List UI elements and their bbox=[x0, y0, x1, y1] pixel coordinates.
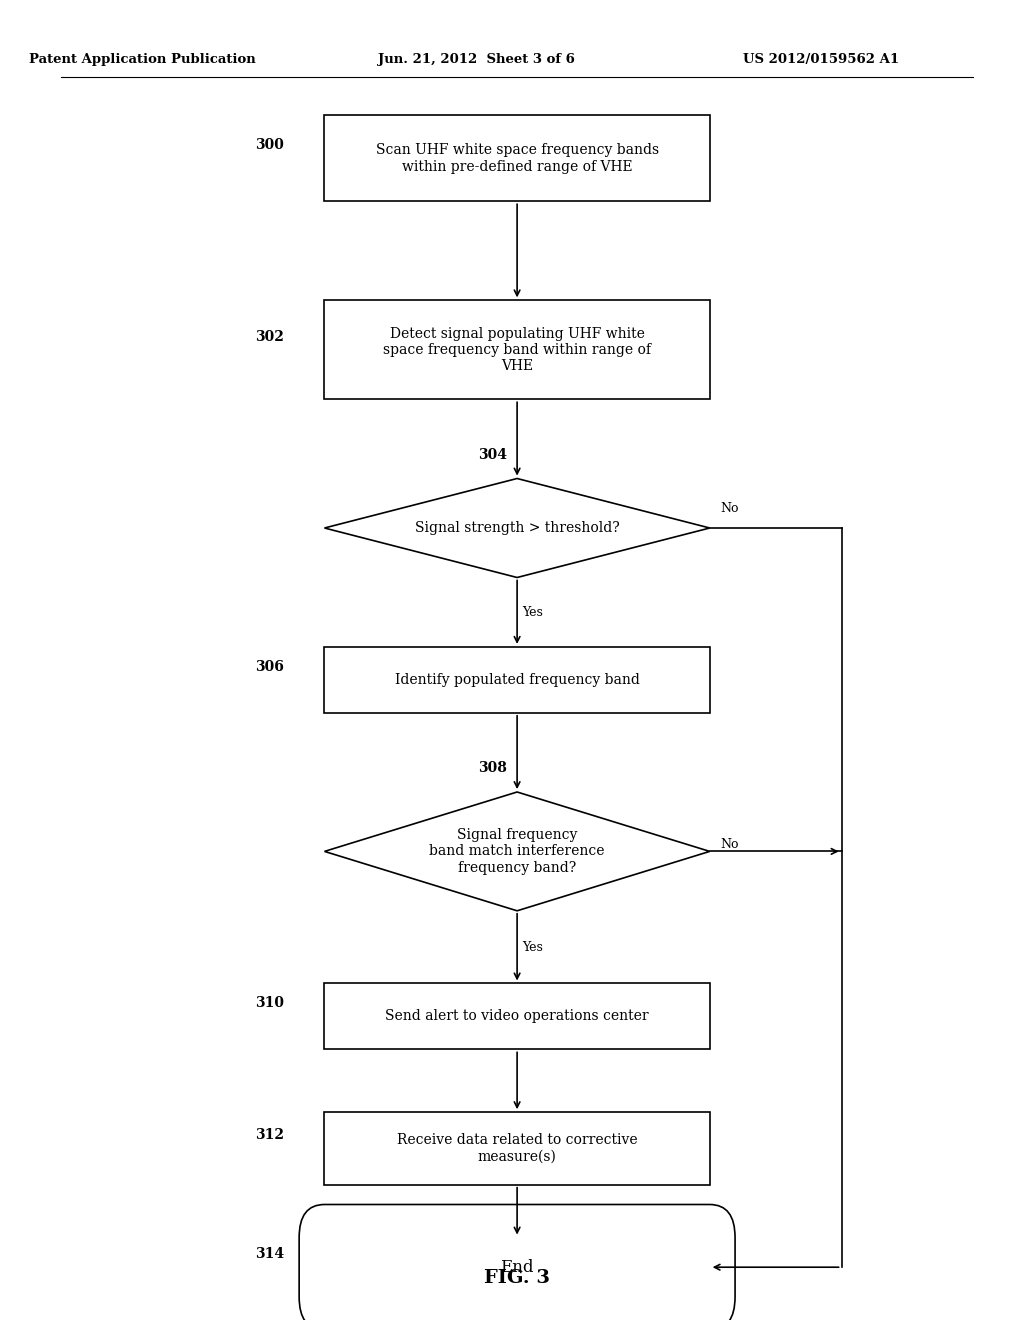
Polygon shape bbox=[325, 479, 710, 578]
Text: Identify populated frequency band: Identify populated frequency band bbox=[394, 673, 640, 686]
FancyBboxPatch shape bbox=[325, 983, 710, 1049]
Text: 308: 308 bbox=[478, 762, 507, 775]
Text: End: End bbox=[501, 1259, 534, 1275]
Text: FIG. 3: FIG. 3 bbox=[484, 1269, 550, 1287]
FancyBboxPatch shape bbox=[325, 301, 710, 399]
Text: Signal frequency
band match interference
frequency band?: Signal frequency band match interference… bbox=[429, 828, 605, 875]
Text: Yes: Yes bbox=[522, 606, 543, 619]
Text: Patent Application Publication: Patent Application Publication bbox=[29, 53, 255, 66]
Text: Signal strength > threshold?: Signal strength > threshold? bbox=[415, 521, 620, 535]
Text: No: No bbox=[720, 838, 738, 851]
FancyBboxPatch shape bbox=[299, 1204, 735, 1320]
Text: 314: 314 bbox=[255, 1247, 284, 1261]
Text: 312: 312 bbox=[255, 1129, 284, 1142]
Text: Detect signal populating UHF white
space frequency band within range of
VHE: Detect signal populating UHF white space… bbox=[383, 326, 651, 374]
Text: 300: 300 bbox=[255, 139, 284, 152]
Text: Jun. 21, 2012  Sheet 3 of 6: Jun. 21, 2012 Sheet 3 of 6 bbox=[378, 53, 575, 66]
Text: 302: 302 bbox=[255, 330, 284, 343]
FancyBboxPatch shape bbox=[325, 115, 710, 201]
Text: 304: 304 bbox=[478, 447, 507, 462]
Text: Receive data related to corrective
measure(s): Receive data related to corrective measu… bbox=[396, 1134, 637, 1163]
FancyBboxPatch shape bbox=[325, 1111, 710, 1185]
Text: 310: 310 bbox=[255, 997, 284, 1010]
Text: Scan UHF white space frequency bands
within pre-defined range of VHE: Scan UHF white space frequency bands wit… bbox=[376, 144, 658, 173]
Polygon shape bbox=[325, 792, 710, 911]
FancyBboxPatch shape bbox=[325, 647, 710, 713]
Text: 306: 306 bbox=[255, 660, 284, 673]
Text: US 2012/0159562 A1: US 2012/0159562 A1 bbox=[743, 53, 899, 66]
Text: Yes: Yes bbox=[522, 941, 543, 953]
Text: No: No bbox=[720, 502, 738, 515]
Text: Send alert to video operations center: Send alert to video operations center bbox=[385, 1010, 649, 1023]
